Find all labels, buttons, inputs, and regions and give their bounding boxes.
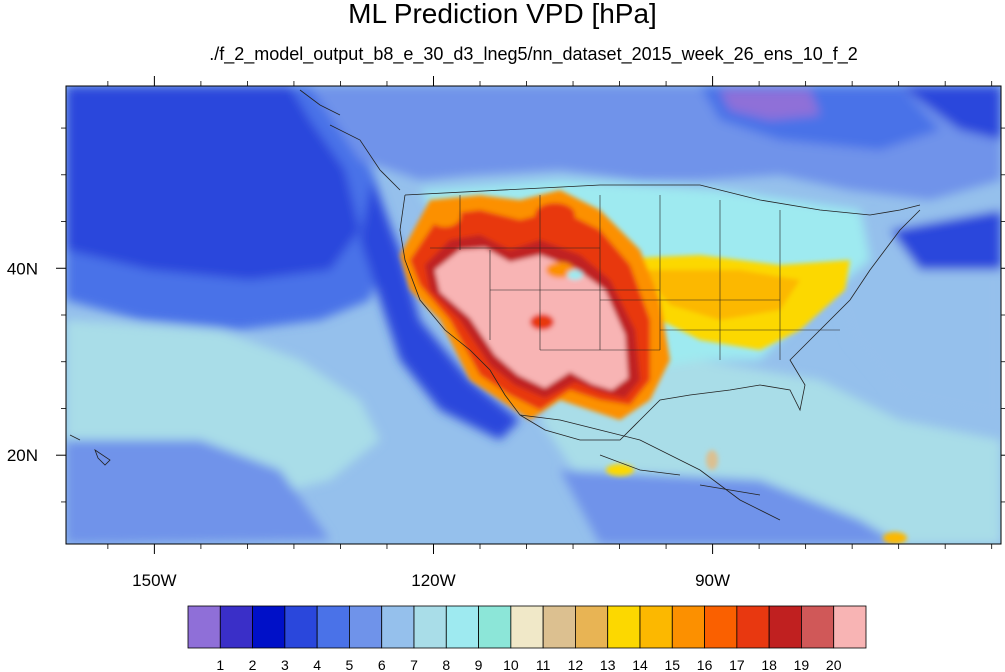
hudson-min-zone: [720, 90, 820, 120]
x-tick-label: 150W: [132, 571, 176, 590]
colorbar-swatch: [575, 605, 609, 649]
coastal-low-band: [360, 180, 520, 440]
colorbar-label: 20: [826, 657, 842, 672]
wyoming-pocket: [546, 262, 574, 278]
colorbar-swatch: [381, 605, 415, 649]
y-tick-label: 40N: [7, 259, 38, 278]
colorbar-swatch: [704, 605, 738, 649]
colorbar-label: 18: [761, 657, 777, 672]
chart-title: ML Prediction VPD [hPa]: [348, 0, 657, 29]
colorbar-swatch: [445, 605, 479, 649]
colorbar-swatch: [607, 605, 641, 649]
us-south-east-coastline: [519, 209, 921, 441]
colorbar-label: 3: [281, 657, 289, 672]
us-state-borders: [430, 195, 840, 360]
colorbar-swatch: [316, 605, 350, 649]
colorbar-label: 1: [216, 657, 224, 672]
caribbean-islands: [599, 454, 761, 496]
colorbar-label: 16: [697, 657, 713, 672]
utah-pocket: [530, 314, 554, 330]
us-west-coastline: [399, 194, 521, 416]
montana-hot-pocket: [535, 203, 575, 227]
gulf-of-maine-low-zone: [890, 210, 1001, 270]
east-pacific-zone: [560, 470, 900, 544]
colorbar-swatch: [413, 605, 447, 649]
colorbar-label: 12: [568, 657, 584, 672]
colorbar-label: 11: [536, 657, 551, 672]
colorbar-label: 10: [503, 657, 519, 672]
alaska-coastline: [299, 89, 341, 116]
bc-coastline: [329, 124, 401, 191]
boundaries: [69, 89, 921, 521]
colorbar-label: 2: [249, 657, 257, 672]
colorbar-label: 13: [600, 657, 616, 672]
caribbean-warm-pocket: [883, 532, 907, 544]
colorbar-label: 14: [632, 657, 648, 672]
colorbar-label: 15: [664, 657, 680, 672]
chart-subtitle: ./f_2_model_output_b8_e_30_d3_lneg5/nn_d…: [209, 44, 858, 64]
colorbar-swatch: [284, 605, 318, 649]
map-axis-ticks: 150W 120W 90W 40N 20N: [7, 76, 1005, 590]
colorbar-label: 19: [794, 657, 810, 672]
colorbar-label: 6: [378, 657, 386, 672]
south-pacific-zone: [66, 440, 330, 544]
colorbar-swatch: [639, 605, 673, 649]
colorbar-label: 9: [475, 657, 483, 672]
colorbar-label: 7: [410, 657, 418, 672]
washington-hot-pocket: [429, 203, 461, 227]
colorbar-swatch: [671, 605, 705, 649]
colorbar-swatch: [510, 605, 544, 649]
rockies-moist-pocket: [567, 270, 583, 280]
colorbar-swatch: [833, 605, 867, 649]
colorbar: 1 2 3 4 5 6 7 8 9 10 11 12 13 14 15 16 17 18 19 20: [187, 605, 867, 672]
colorbar-label: 8: [442, 657, 450, 672]
colorbar-label: 5: [346, 657, 354, 672]
colorbar-swatch: [252, 605, 286, 649]
colorbar-swatch: [801, 605, 835, 649]
mexico-coastline: [519, 414, 781, 521]
colorbar-swatch: [219, 605, 253, 649]
hawaii-islands: [69, 434, 111, 466]
colorbar-swatch: [349, 605, 383, 649]
colorbar-swatch: [768, 605, 802, 649]
colorbar-swatch: [187, 605, 221, 649]
y-tick-label: 20N: [7, 446, 38, 465]
colorbar-label: 17: [729, 657, 745, 672]
mexico-warm-pocket: [606, 464, 634, 476]
x-tick-label: 90W: [695, 571, 730, 590]
colorbar-swatch: [478, 605, 512, 649]
colorbar-swatch: [736, 605, 770, 649]
yucatan-warm-pocket: [706, 450, 718, 470]
colorbar-swatch: [542, 605, 576, 649]
colorbar-label: 4: [313, 657, 321, 672]
npacific-very-low-zone: [66, 86, 360, 280]
vpd-field: [66, 86, 1001, 544]
us-canada-border: [404, 184, 921, 216]
x-tick-label: 120W: [411, 571, 455, 590]
labrador-low-zone: [900, 86, 1001, 140]
